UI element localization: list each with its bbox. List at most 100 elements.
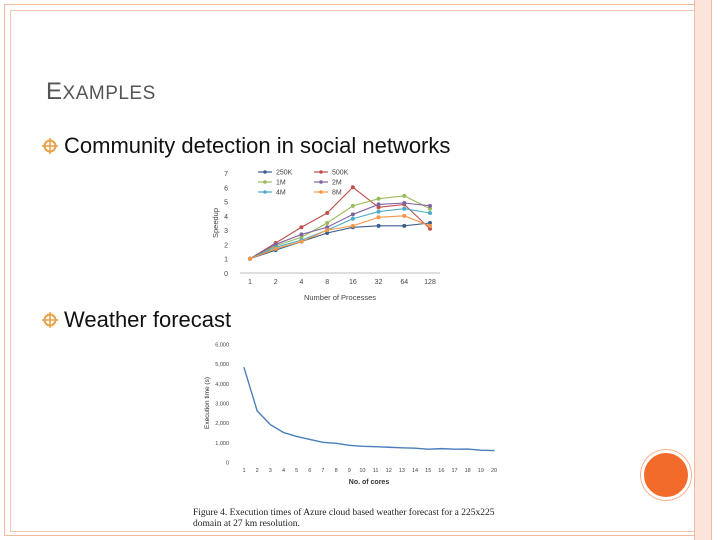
y-tick-label: 2,000 [215,421,229,427]
x-tick-label: 2 [256,468,259,474]
y-tick-label: 7 [224,171,228,178]
legend-label-500K: 500K [332,170,349,177]
x-tick-label: 20 [491,468,497,474]
data-point-8M [402,213,407,218]
data-point [361,445,364,447]
data-point-2M [402,201,407,205]
data-point [480,449,482,451]
execution-time-line [243,367,495,452]
data-point [269,424,271,426]
data-point-2M [376,202,381,207]
series-line-250K [249,222,431,260]
x-tick-label: 15 [425,468,431,474]
bullet-icon-2 [42,312,58,328]
data-point [453,448,456,450]
x-tick-label: 4 [282,468,285,474]
series-line-2M [249,202,431,260]
legend-label-1M: 1M [276,180,286,187]
y-tick-label: 6 [224,185,228,192]
data-point [282,431,285,434]
y-axis-label: Speedup [211,208,220,238]
y-tick-label: 3,000 [215,402,229,408]
data-point [243,367,245,369]
legend-marker [263,190,267,194]
data-point-8M [350,223,355,228]
x-tick-label: 16 [438,468,444,474]
legend-marker [319,170,323,174]
x-tick-label: 16 [349,279,357,286]
y-tick-label: 4,000 [215,382,229,388]
data-point-4M [402,206,407,211]
series-line-8M [249,215,431,260]
data-point-2M [350,212,355,217]
x-axis-label: No. of cores [349,479,390,486]
bullet-weather-forecast: Weather forecast [64,307,232,332]
x-tick-label: 5 [295,468,298,474]
y-tick-label: 5 [224,200,228,207]
figure-caption: Figure 4. Execution times of Azure cloud… [193,508,495,529]
data-point-8M [299,239,304,244]
data-point-250K [428,221,432,225]
data-point [467,448,469,450]
data-point-1M [376,196,381,201]
legend-label-2M: 2M [332,180,342,187]
data-point [322,441,324,443]
data-point-4M [350,216,355,221]
x-tick-label: 12 [386,468,392,474]
speedup-chart: 0 1 2 3 4 5 6 7 1 2 4 8 16 32 64 128 Number of Processes… [210,165,450,305]
data-point-500K [350,185,355,190]
data-point-1M [350,203,355,208]
x-tick-label: 9 [348,468,351,474]
legend-marker [319,190,323,194]
slide-side-stripe [694,0,712,540]
data-point [401,447,403,449]
data-point-4M [428,211,432,215]
slide-title: EXAMPLES [46,78,156,106]
data-point [374,446,377,448]
y-tick-label: 0 [226,461,229,467]
legend-marker [263,170,267,174]
legend-marker [263,180,267,184]
data-point-4M [376,209,381,214]
x-tick-label: 64 [400,279,408,286]
series-line-1M [249,195,431,260]
data-point-250K [402,223,407,228]
bullet-icon-1 [42,138,58,154]
data-point-500K [376,205,381,210]
data-point-500K [428,226,432,231]
data-point-1M [325,221,330,225]
y-tick-label: 2 [224,242,228,249]
data-point [440,448,442,450]
series-line-500K [249,186,431,260]
data-point-2M [299,232,304,237]
y-tick-label: 4 [224,214,228,221]
y-tick-label: 3 [224,228,228,235]
data-point-1M [428,206,432,211]
y-tick-label: 1,000 [215,441,229,447]
x-tick-label: 32 [375,279,383,286]
data-point-250K [376,223,381,228]
legend-marker [319,180,323,184]
data-point [309,438,311,440]
x-tick-label: 14 [412,468,418,474]
x-tick-label: 1 [248,279,252,286]
data-point-8M [376,215,381,220]
x-tick-label: 10 [359,468,365,474]
data-point-8M [428,223,432,228]
y-tick-label: 5,000 [215,362,229,368]
x-tick-label: 7 [321,468,324,474]
slide-title-initial: E [46,78,63,105]
legend-label-8M: 8M [332,190,342,197]
data-point [335,442,337,444]
data-point-8M [273,246,278,251]
data-point-8M [325,228,330,233]
x-tick-label: 8 [325,279,329,286]
x-tick-label: 2 [274,279,278,286]
data-point [348,444,350,446]
x-tick-label: 1 [242,468,245,474]
data-point-250K [325,231,330,235]
data-point-500K [325,211,330,215]
data-point [427,448,429,450]
data-point-2M [325,225,330,230]
series-line-4M [249,208,431,260]
